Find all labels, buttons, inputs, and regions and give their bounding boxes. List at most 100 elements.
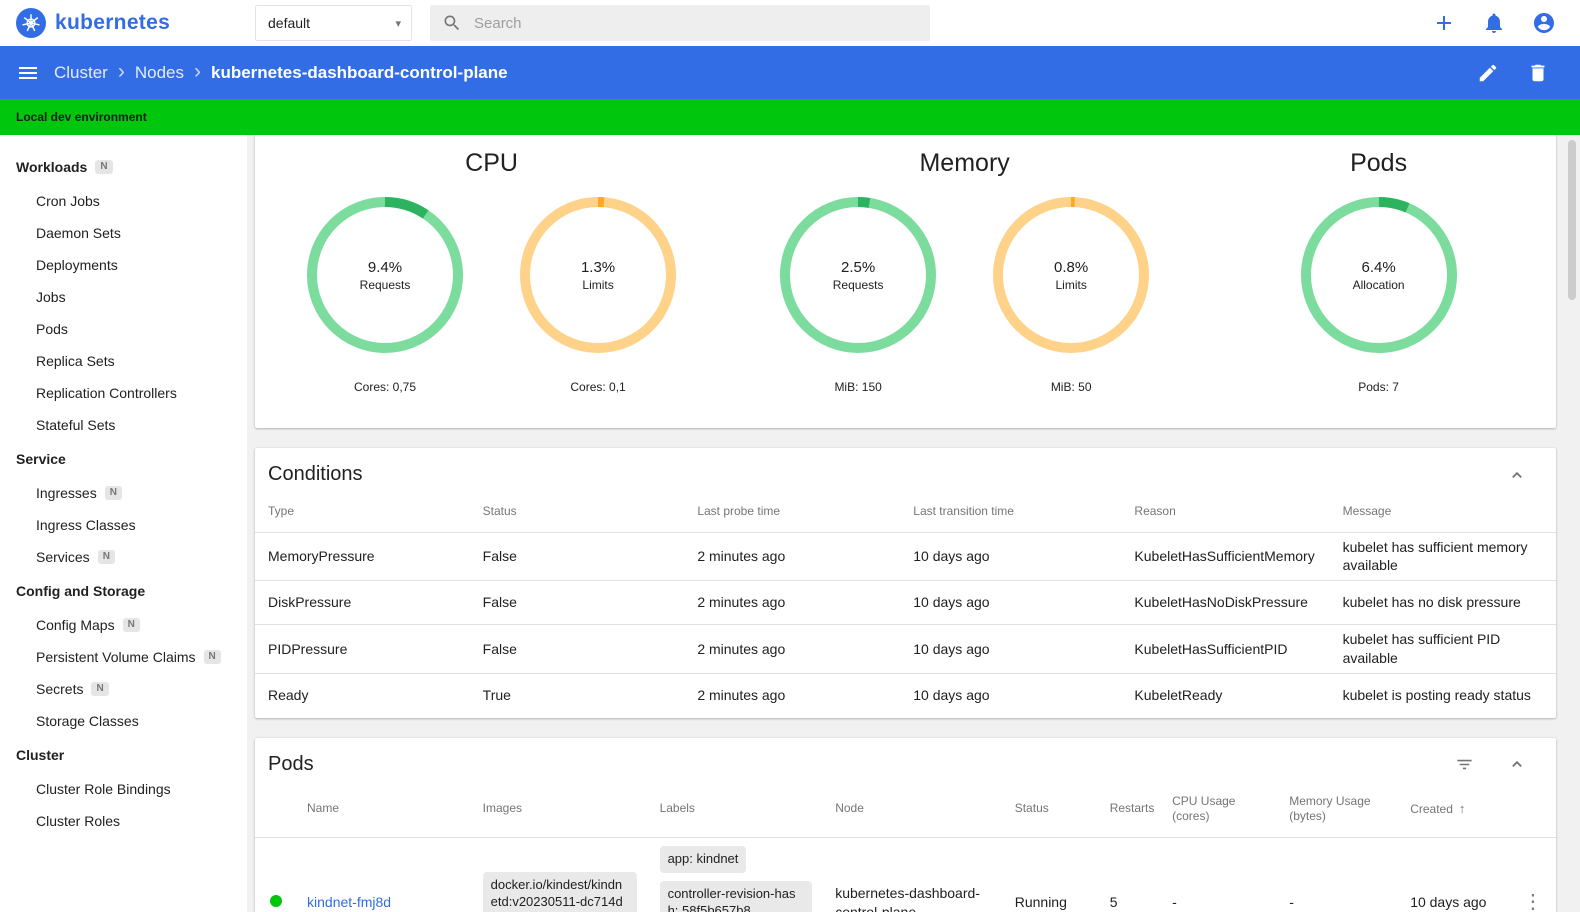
column-header-memory-usage-bytes[interactable]: Memory Usage (bytes) [1289, 793, 1371, 824]
search-bar[interactable] [430, 5, 930, 41]
conditions-header-row: Type Status Last probe time Last transition… [255, 490, 1556, 532]
donut-chart: 1.3% Limits [515, 192, 681, 358]
donut-value: 6.4% [1361, 258, 1396, 276]
donut-cpu-requests: 9.4% Requests Cores: 0,75 [302, 192, 468, 394]
sidebar-item-config-maps[interactable]: Config Maps N [0, 609, 247, 641]
kubernetes-logo-icon [16, 8, 46, 38]
breadcrumb-nodes[interactable]: Nodes [134, 62, 184, 82]
pods-header-row: Name Images Labels Node Status Restarts CPU Us… [255, 780, 1556, 838]
breadcrumb-cluster[interactable]: Cluster [54, 62, 108, 82]
delete-button[interactable] [1526, 61, 1550, 85]
sidebar-section-workloads[interactable]: Workloads N [0, 149, 247, 185]
filter-button[interactable] [1455, 755, 1474, 774]
column-header-status[interactable]: Status [1014, 801, 1049, 816]
namespace-value: default [268, 15, 311, 31]
pod-status: Running [1001, 836, 1097, 912]
new-badge: N [104, 486, 122, 500]
sidebar-item-deployments[interactable]: Deployments [0, 249, 247, 281]
sidebar-item-ingresses[interactable]: Ingresses N [0, 477, 247, 509]
sidebar-item-ingress-classes[interactable]: Ingress Classes [0, 509, 247, 541]
sidebar-item-cluster-role-bindings[interactable]: Cluster Role Bindings [0, 773, 247, 805]
donut-chart: 6.4% Allocation [1296, 192, 1462, 358]
donut-label: Allocation [1352, 277, 1405, 292]
donut-label: Limits [1055, 277, 1087, 292]
sidebar-item-replica-sets[interactable]: Replica Sets [0, 345, 247, 377]
namespace-select[interactable]: default ▾ [255, 5, 412, 41]
column-header-last-transition-time: Last transition time [913, 504, 1014, 518]
sidebar-item-label: Persistent Volume Claims [36, 649, 196, 665]
scrollbar[interactable] [1568, 140, 1576, 300]
donut-cpu-limits: 1.3% Limits Cores: 0,1 [515, 192, 681, 394]
donut-label: Requests [359, 277, 411, 292]
notifications-bell-icon[interactable] [1482, 11, 1506, 35]
sidebar-item-jobs[interactable]: Jobs [0, 281, 247, 313]
user-account-icon[interactable] [1532, 11, 1556, 35]
sidebar-item-label: Cluster Roles [36, 813, 121, 829]
condition-row: PIDPressure False 2 minutes ago 10 days ago… [255, 624, 1556, 674]
donut-value: 1.3% [580, 258, 616, 276]
column-header-restarts[interactable]: Restarts [1109, 801, 1155, 816]
new-badge: N [95, 160, 113, 174]
sidebar-item-storage-classes[interactable]: Storage Classes [0, 705, 247, 737]
menu-hamburger-icon[interactable] [16, 61, 40, 85]
allocation-group-title: Memory [919, 149, 1010, 177]
donut-caption: Cores: 0,1 [570, 380, 626, 394]
sidebar-section-cluster[interactable]: Cluster [0, 737, 247, 773]
search-icon [442, 13, 462, 33]
sidebar-item-label: Cron Jobs [36, 193, 100, 209]
conditions-table: Type Status Last probe time Last transition… [255, 490, 1556, 718]
condition-row: DiskPressure False 2 minutes ago 10 days ag… [255, 580, 1556, 625]
column-header-reason: Reason [1134, 504, 1176, 518]
pod-status-icon [270, 895, 282, 908]
pod-labels: app: kindnet controller-revision-hash: 58… [659, 845, 813, 912]
sidebar-item-services[interactable]: Services N [0, 541, 247, 573]
create-resource-button[interactable] [1432, 11, 1456, 35]
sidebar-item-pods[interactable]: Pods [0, 313, 247, 345]
sidebar-item-label: Secrets [36, 681, 84, 697]
sidebar-item-label: Stateful Sets [36, 417, 116, 433]
sidebar-item-daemon-sets[interactable]: Daemon Sets [0, 217, 247, 249]
column-header-cpu-usage-cores[interactable]: CPU Usage (cores) [1172, 793, 1236, 824]
collapse-conditions-button[interactable] [1506, 464, 1528, 486]
donut-caption: Cores: 0,75 [354, 380, 417, 394]
sidebar-section-label: Service [16, 451, 66, 467]
conditions-card: Conditions Type Status Last probe time Last… [255, 448, 1556, 718]
column-header-created[interactable]: Created ↑ [1410, 800, 1466, 816]
search-input[interactable] [474, 14, 918, 32]
sidebar-section-service[interactable]: Service [0, 441, 247, 477]
pod-actions-menu[interactable]: ⋮ [1522, 891, 1543, 912]
column-header-labels[interactable]: Labels [659, 801, 695, 816]
donut-caption: MiB: 50 [1050, 380, 1092, 394]
allocation-card: CPU 9.4% Requests Cores: 0,75 1.3% Limits Core… [255, 135, 1556, 428]
sidebar-item-stateful-sets[interactable]: Stateful Sets [0, 409, 247, 441]
pods-table: Name Images Labels Node Status Restarts CPU Us… [255, 780, 1556, 912]
brand[interactable]: kubernetes [0, 8, 247, 38]
collapse-pods-button[interactable] [1506, 753, 1528, 775]
brand-name: kubernetes [55, 11, 171, 34]
label-chip: controller-revision-hash: 58f5b657b8 [659, 880, 813, 912]
sidebar-section-label: Workloads [16, 159, 88, 175]
column-header-node[interactable]: Node [835, 801, 864, 816]
main: CPU 9.4% Requests Cores: 0,75 1.3% Limits Core… [247, 135, 1580, 912]
sidebar-item-replication-controllers[interactable]: Replication Controllers [0, 377, 247, 409]
sidebar-item-persistent-volume-claims[interactable]: Persistent Volume Claims N [0, 641, 247, 673]
pod-name-link[interactable]: kindnet-fmj8d [307, 894, 392, 911]
conditions-body: MemoryPressure False 2 minutes ago 10 days … [255, 531, 1556, 718]
donut-value: 9.4% [367, 258, 403, 276]
sidebar-item-secrets[interactable]: Secrets N [0, 673, 247, 705]
allocation-groups: CPU 9.4% Requests Cores: 0,75 1.3% Limits Core… [255, 135, 1556, 428]
donut-value: 2.5% [841, 258, 876, 276]
column-header-images[interactable]: Images [482, 801, 522, 816]
donut-memory-limits: 0.8% Limits MiB: 50 [988, 192, 1154, 394]
sidebar-section-config-and-storage[interactable]: Config and Storage [0, 573, 247, 609]
allocation-group-cpu: CPU 9.4% Requests Cores: 0,75 1.3% Limits Core… [255, 145, 728, 394]
breadcrumb-bar: Cluster › Nodes › kubernetes-dashboard-c… [0, 46, 1580, 99]
env-banner: Local dev environment [0, 99, 1580, 135]
column-header-name[interactable]: Name [307, 801, 340, 816]
sidebar-item-label: Storage Classes [36, 713, 139, 729]
edit-button[interactable] [1476, 61, 1500, 85]
allocation-group-pods: Pods 6.4% Allocation Pods: 7 [1201, 145, 1556, 394]
pod-created: 10 days ago [1397, 836, 1504, 912]
sidebar-item-cluster-roles[interactable]: Cluster Roles [0, 805, 247, 837]
sidebar-item-cron-jobs[interactable]: Cron Jobs [0, 185, 247, 217]
